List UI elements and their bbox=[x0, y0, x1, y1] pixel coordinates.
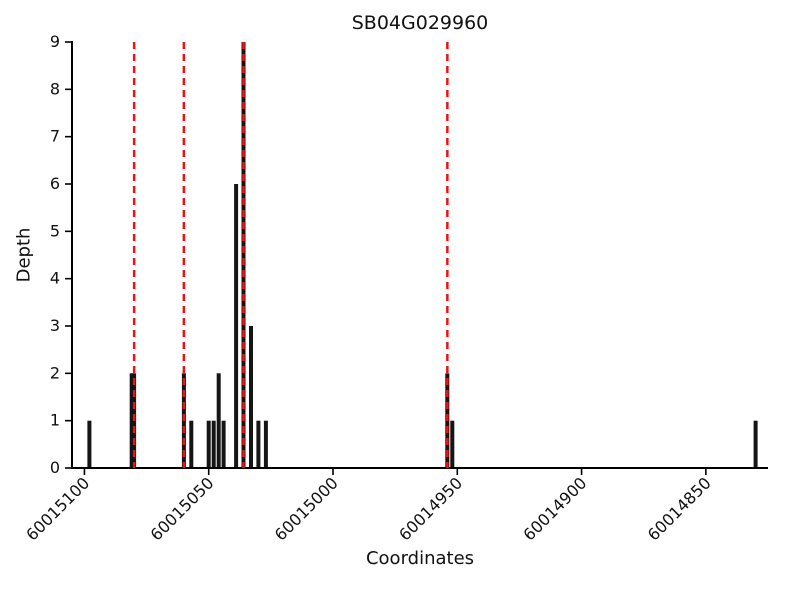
x-tick-label: 60015100 bbox=[22, 473, 93, 544]
y-tick-label: 4 bbox=[50, 269, 60, 288]
y-axis-label: Depth bbox=[13, 227, 35, 283]
chart-title: SB04G029960 bbox=[351, 12, 489, 34]
depth-bar bbox=[216, 373, 221, 468]
y-tick-label: 1 bbox=[50, 411, 60, 430]
x-tick-label: 60015000 bbox=[271, 473, 342, 544]
x-tick-label: 60014900 bbox=[519, 473, 590, 544]
depth-bar bbox=[450, 420, 455, 468]
depth-bar bbox=[753, 420, 758, 468]
y-tick-label: 9 bbox=[50, 32, 60, 51]
depth-bar bbox=[241, 42, 246, 468]
depth-bar bbox=[206, 420, 211, 468]
y-tick-label: 0 bbox=[50, 458, 60, 477]
depth-bar bbox=[189, 420, 194, 468]
depth-bar bbox=[249, 326, 253, 468]
depth-bar bbox=[87, 420, 92, 468]
depth-bar bbox=[256, 420, 261, 468]
depth-bar bbox=[263, 420, 268, 468]
x-axis-label: Coordinates bbox=[365, 548, 475, 569]
y-tick-label: 8 bbox=[50, 79, 60, 98]
depth-bar bbox=[221, 420, 226, 468]
depth-bar bbox=[211, 420, 216, 468]
y-tick-label: 7 bbox=[50, 127, 60, 146]
x-tick-label: 60015050 bbox=[147, 473, 218, 544]
y-tick-label: 3 bbox=[50, 316, 60, 335]
y-tick-label: 2 bbox=[50, 363, 60, 382]
depth-bar bbox=[129, 373, 134, 468]
y-tick-label: 6 bbox=[50, 174, 60, 193]
depth-bar bbox=[234, 184, 239, 468]
x-tick-label: 60014950 bbox=[395, 473, 466, 544]
y-tick-label: 5 bbox=[50, 221, 60, 240]
x-tick-label: 60014850 bbox=[644, 473, 715, 544]
